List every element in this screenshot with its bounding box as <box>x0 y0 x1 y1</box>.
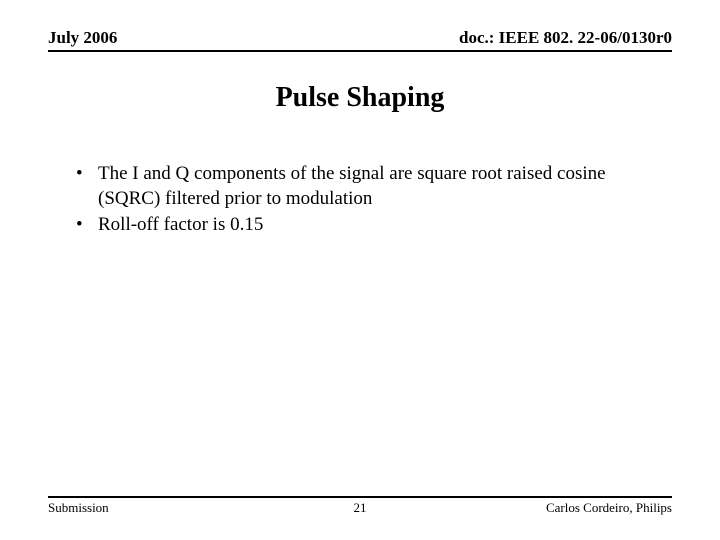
header: July 2006 doc.: IEEE 802. 22-06/0130r0 <box>48 28 672 52</box>
footer-row: Submission 21 Carlos Cordeiro, Philips <box>48 500 672 516</box>
footer: Submission 21 Carlos Cordeiro, Philips <box>48 496 672 516</box>
list-item: The I and Q components of the signal are… <box>76 162 662 211</box>
slide-page: July 2006 doc.: IEEE 802. 22-06/0130r0 P… <box>0 0 720 540</box>
header-date: July 2006 <box>48 28 117 48</box>
footer-left: Submission <box>48 500 256 516</box>
footer-page-number: 21 <box>256 500 464 516</box>
header-doc-id: doc.: IEEE 802. 22-06/0130r0 <box>459 28 672 48</box>
list-item: Roll-off factor is 0.15 <box>76 213 662 238</box>
footer-author: Carlos Cordeiro, Philips <box>464 500 672 516</box>
bullet-list: The I and Q components of the signal are… <box>76 162 662 238</box>
content-area: The I and Q components of the signal are… <box>48 162 672 496</box>
page-title: Pulse Shaping <box>48 82 672 114</box>
footer-rule <box>48 496 672 498</box>
